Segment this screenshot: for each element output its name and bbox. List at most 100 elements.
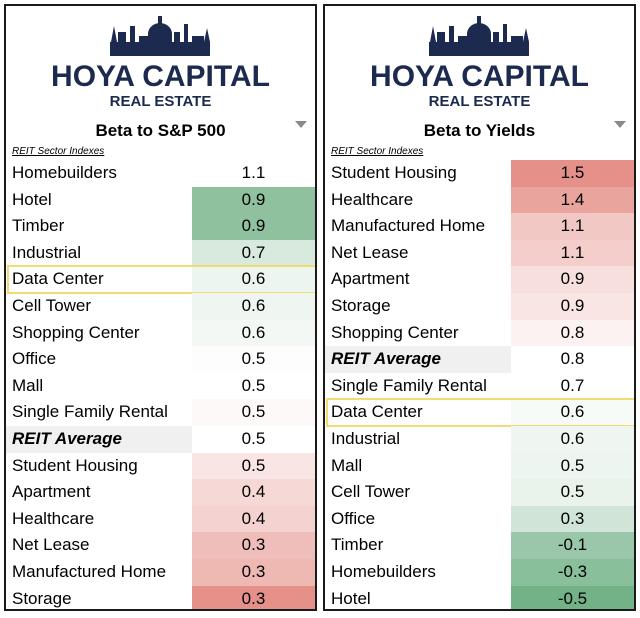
beta-value: 0.4 — [192, 479, 315, 506]
table-row: Shopping Center 0.6 — [6, 319, 315, 347]
sector-name: Shopping Center — [331, 322, 459, 342]
table-row: Industrial 0.6 — [325, 425, 634, 453]
sector-name: Single Family Rental — [331, 375, 487, 395]
section-label: REIT Sector Indexes — [12, 146, 105, 157]
beta-value: 0.5 — [192, 372, 315, 400]
table-row: Manufactured Home 0.3 — [6, 558, 315, 586]
table-row: REIT Average 0.8 — [325, 346, 634, 373]
sector-name: Net Lease — [331, 242, 409, 262]
table-row: Manufactured Home 1.1 — [325, 213, 634, 240]
beta-value: 0.8 — [511, 319, 634, 347]
beta-value: 0.6 — [192, 266, 315, 293]
beta-value: 1.5 — [511, 160, 634, 187]
sector-name: Manufactured Home — [12, 561, 167, 581]
hoya-capital-logo: HOYA CAPITAL REAL ESTATE — [6, 12, 315, 110]
sector-name: Manufactured Home — [331, 216, 486, 236]
table-row: Cell Tower 0.6 — [6, 292, 315, 320]
table-row: Storage 0.3 — [6, 585, 315, 609]
sector-name: Storage — [12, 588, 72, 608]
table-row: Single Family Rental 0.5 — [6, 399, 315, 426]
sector-name: Shopping Center — [12, 322, 140, 342]
beta-value: 0.5 — [192, 452, 315, 480]
beta-value: 0.3 — [511, 505, 634, 533]
beta-value: 0.5 — [192, 399, 315, 426]
beta-value: 0.8 — [511, 346, 634, 373]
hoya-capital-logo: HOYA CAPITAL REAL ESTATE — [325, 12, 634, 110]
table-row: Timber 0.9 — [6, 213, 315, 240]
beta-value: 0.5 — [511, 452, 634, 480]
sector-name: Apartment — [331, 269, 410, 289]
beta-value: 0.7 — [511, 372, 634, 400]
sector-name: Office — [12, 349, 57, 369]
beta-value: 0.9 — [192, 213, 315, 240]
table-row: Mall 0.5 — [325, 452, 634, 480]
sector-name: Mall — [331, 455, 363, 475]
sector-name: Industrial — [12, 242, 81, 262]
table-row: Homebuilders -0.3 — [325, 558, 634, 586]
beta-table: Homebuilders 1.1 Hotel 0.9 Timber 0.9 Industri… — [6, 160, 315, 609]
table-row: Shopping Center 0.8 — [325, 319, 634, 347]
table-row: Industrial 0.7 — [6, 239, 315, 267]
table-row: Student Housing 0.5 — [6, 452, 315, 480]
beta-value: -0.5 — [511, 585, 634, 609]
table-row: Apartment 0.4 — [6, 479, 315, 506]
sector-name: Healthcare — [331, 189, 414, 209]
beta-sp500-panel: HOYA CAPITAL REAL ESTATE Beta to S&P 500… — [4, 4, 317, 611]
table-row: Mall 0.5 — [6, 372, 315, 400]
sector-name: Hotel — [12, 189, 52, 209]
table-row: Hotel -0.5 — [325, 585, 634, 609]
beta-value: 0.7 — [192, 239, 315, 267]
beta-value: 0.5 — [192, 346, 315, 373]
beta-value: 1.1 — [511, 239, 634, 267]
table-row: Healthcare 0.4 — [6, 505, 315, 533]
sector-name: Office — [331, 508, 376, 528]
table-row: Net Lease 0.3 — [6, 532, 315, 559]
table-row: Student Housing 1.5 — [325, 160, 634, 187]
sector-name: Apartment — [12, 482, 91, 502]
beta-value: 0.5 — [192, 425, 315, 453]
beta-value: 0.6 — [511, 425, 634, 453]
logo-line1: HOYA CAPITAL — [51, 60, 270, 93]
beta-value: 0.9 — [511, 266, 634, 293]
sector-name: Cell Tower — [12, 295, 92, 315]
beta-value: 0.6 — [192, 319, 315, 347]
logo-line2: REAL ESTATE — [110, 93, 212, 110]
sector-name: Net Lease — [12, 535, 90, 555]
table-row: REIT Average 0.5 — [6, 425, 315, 453]
table-row: Homebuilders 1.1 — [6, 160, 315, 187]
table-row: Apartment 0.9 — [325, 266, 634, 293]
logo-line1: HOYA CAPITAL — [370, 60, 589, 93]
sector-name: Student Housing — [331, 163, 457, 182]
table-row: Hotel 0.9 — [6, 186, 315, 214]
beta-value: 0.6 — [511, 399, 634, 426]
beta-value: 0.9 — [511, 292, 634, 320]
sector-name: Timber — [331, 535, 384, 555]
sector-name: Hotel — [331, 588, 371, 608]
beta-value: -0.3 — [511, 558, 634, 586]
logo-line2: REAL ESTATE — [429, 93, 531, 110]
beta-table: Student Housing 1.5 Healthcare 1.4 Manufactu… — [325, 160, 634, 609]
beta-yields-panel: HOYA CAPITAL REAL ESTATE Beta to Yields … — [323, 4, 636, 611]
beta-value: 0.3 — [192, 585, 315, 609]
table-row: Data Center 0.6 — [325, 398, 634, 427]
beta-value: 0.5 — [511, 479, 634, 506]
beta-value: 0.4 — [192, 505, 315, 533]
beta-value: 0.3 — [192, 558, 315, 586]
sector-name: Timber — [12, 216, 65, 236]
beta-value: 0.9 — [192, 186, 315, 214]
sector-name: REIT Average — [325, 346, 511, 373]
dropdown-arrow-icon[interactable] — [614, 121, 626, 128]
panel-title: Beta to S&P 500 — [95, 121, 226, 140]
sector-name: Storage — [331, 295, 391, 315]
dropdown-arrow-icon[interactable] — [295, 121, 307, 128]
beta-value: 1.4 — [511, 186, 634, 214]
section-label: REIT Sector Indexes — [331, 146, 424, 157]
sector-name: Student Housing — [12, 455, 138, 475]
beta-value: 1.1 — [192, 160, 315, 187]
sector-name: Single Family Rental — [12, 402, 168, 422]
table-row: Data Center 0.6 — [6, 265, 315, 294]
sector-name: Data Center — [12, 269, 104, 289]
table-row: Timber -0.1 — [325, 532, 634, 559]
table-row: Storage 0.9 — [325, 292, 634, 320]
sector-name: Healthcare — [12, 508, 95, 528]
